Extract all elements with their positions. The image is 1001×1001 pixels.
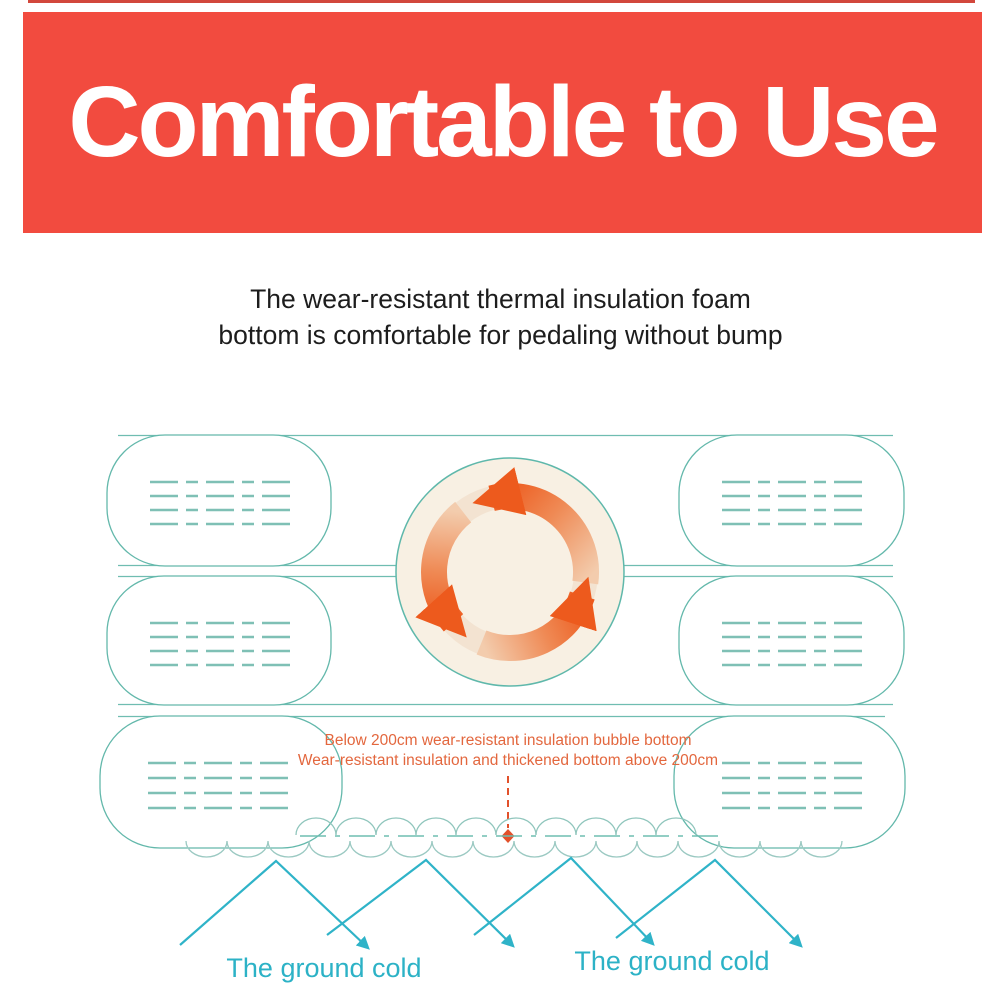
ground-cold-arrows xyxy=(179,856,803,950)
caption-pointer xyxy=(501,776,515,843)
bubble-bottom-caption: Below 200cm wear-resistant insulation bu… xyxy=(298,732,718,769)
cold-bounce-arrow-icon xyxy=(615,858,803,948)
circulation-arrows-icon xyxy=(415,467,599,662)
foam-cell-middle-left xyxy=(106,575,332,706)
subtitle-text: The wear-resistant thermal insulation fo… xyxy=(0,281,1001,353)
ground-cold-label-left: The ground cold xyxy=(226,953,421,983)
caption-line-1: Below 200cm wear-resistant insulation bu… xyxy=(324,732,691,749)
foam-cell-outlines xyxy=(99,434,906,849)
ground-cold-label-right: The ground cold xyxy=(574,946,769,976)
foam-cell-bottom-right xyxy=(673,715,906,849)
foam-cell-middle-right xyxy=(678,575,905,706)
banner-title: Comfortable to Use xyxy=(68,66,939,178)
stitch-dashes xyxy=(148,480,862,810)
foam-cell-top-left xyxy=(106,434,332,567)
foam-cell-top-right xyxy=(678,434,905,567)
top-accent-stripe xyxy=(28,0,975,3)
subtitle-line-1: The wear-resistant thermal insulation fo… xyxy=(250,284,751,314)
title-banner: Comfortable to Use xyxy=(23,12,982,233)
lower-scallop-row xyxy=(185,840,843,858)
circulation-badge xyxy=(395,457,625,687)
foam-cell-bottom-left xyxy=(99,715,343,849)
insulation-foam-diagram: Below 200cm wear-resistant insulation bu… xyxy=(99,434,906,983)
upper-scallop-row xyxy=(295,817,697,836)
cold-bounce-arrow-icon xyxy=(179,859,370,950)
cold-bounce-arrow-icon xyxy=(326,858,515,948)
subtitle-line-2: bottom is comfortable for pedaling witho… xyxy=(218,320,783,350)
bubble-bottom-scallops xyxy=(185,817,843,858)
caption-line-2: Wear-resistant insulation and thickened … xyxy=(298,752,718,769)
cold-bounce-arrow-icon xyxy=(473,856,655,946)
